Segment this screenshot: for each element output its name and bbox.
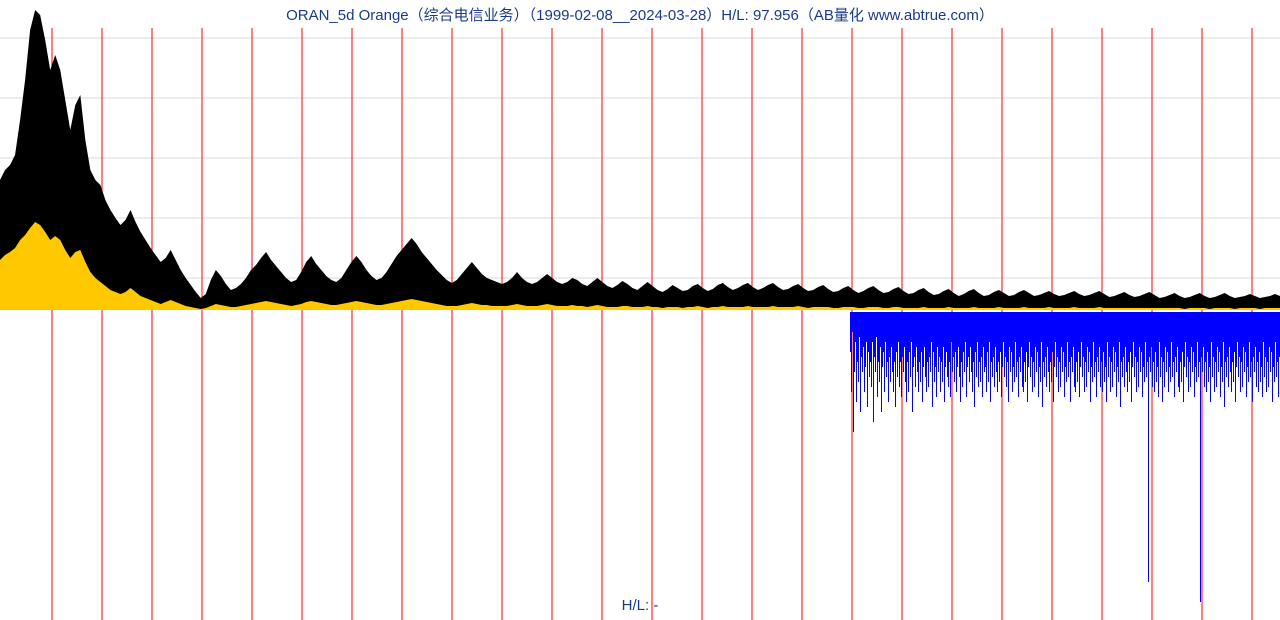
chart-svg [0, 0, 1280, 620]
footer-label: H/L: - [0, 597, 1280, 614]
